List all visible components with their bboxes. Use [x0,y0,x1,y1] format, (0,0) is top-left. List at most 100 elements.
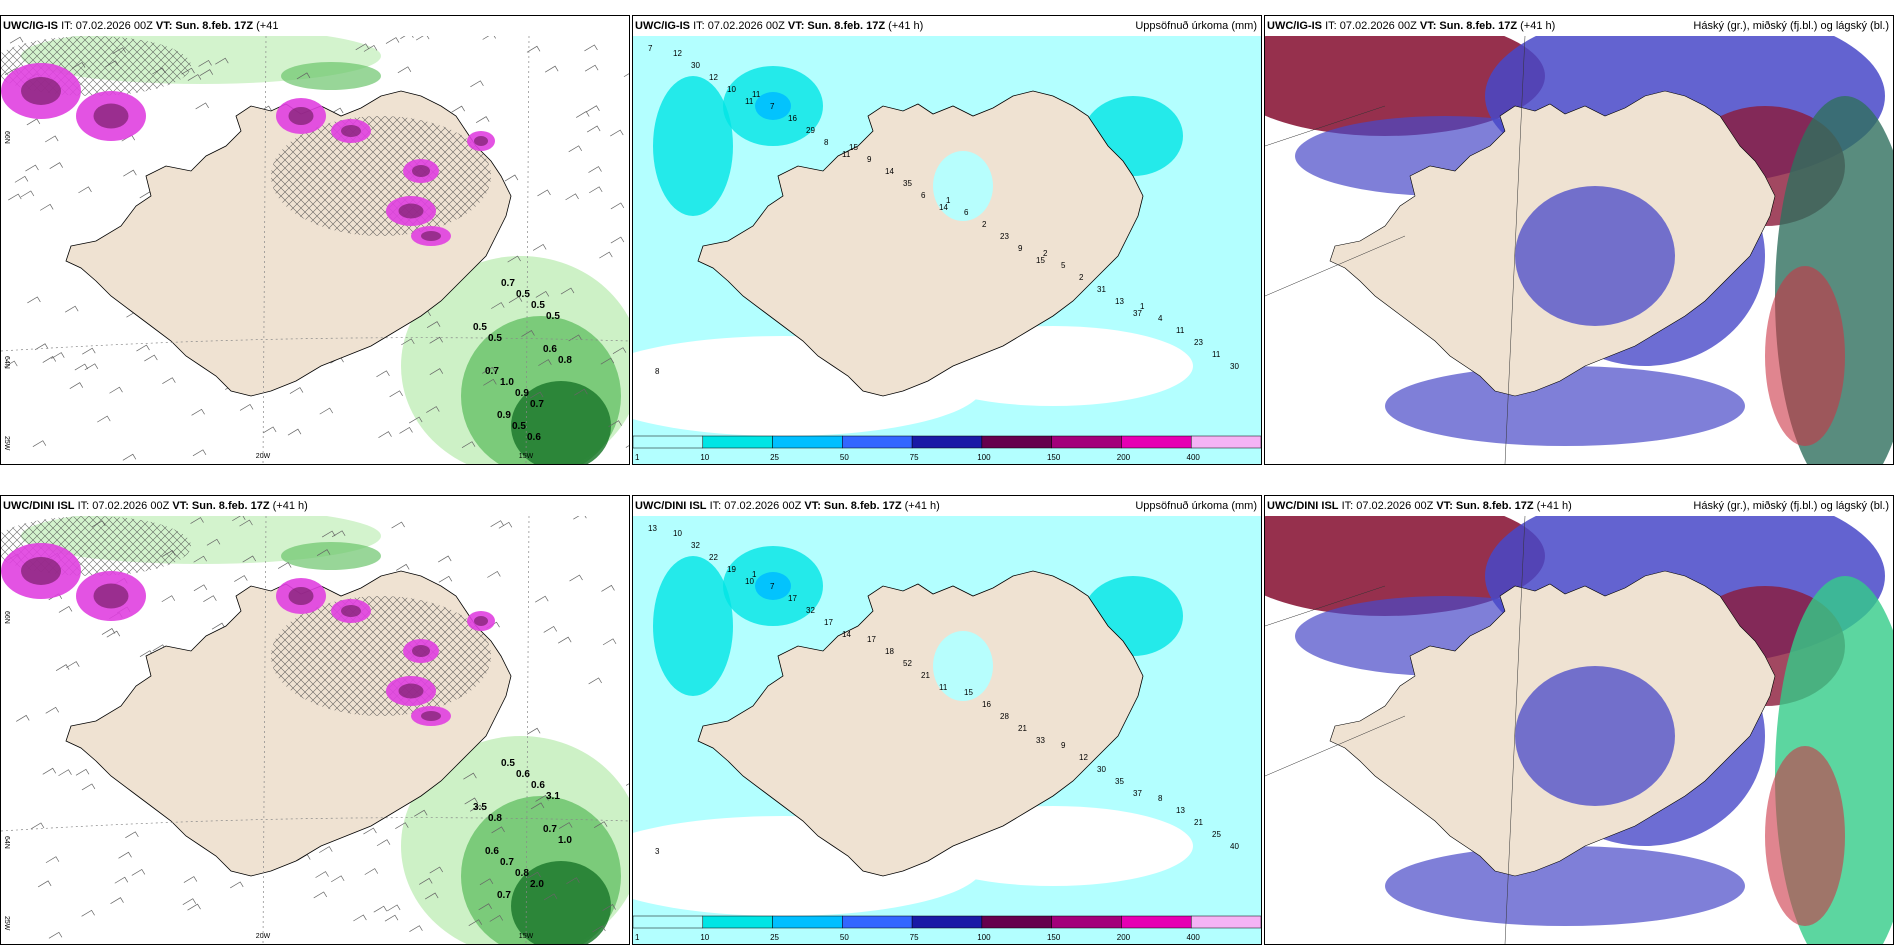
wind-barb [316,549,331,556]
accum-value: 32 [691,541,700,550]
wind-barb [109,386,123,394]
wind-barb [527,871,541,879]
wind-barb [20,190,35,198]
accum-value: 18 [885,647,894,656]
accum-map: 1310141133374019172121352522325228302132… [633,516,1261,944]
wind-barb [319,846,333,853]
colorbar-swatch [911,915,983,929]
field-blob [474,616,488,626]
precip-value: 0.5 [546,311,560,322]
accum-value: 16 [982,700,991,709]
precip-value: 0.6 [531,780,545,791]
longitude-line [262,516,530,944]
field-blob [1265,36,1545,136]
model-name: UWC/DINI ISL [1267,500,1339,512]
accum-value: 17 [788,594,797,603]
wind-barb [385,37,400,44]
wind-barb [82,347,96,355]
wind-barb [612,347,627,355]
precip-value: 0.5 [501,758,515,769]
accum-value: 10 [745,577,754,586]
wind-barb [397,66,412,74]
wind-barb [74,363,89,371]
wind-barb [479,878,494,886]
wind-barb [277,562,292,569]
colorbar-swatch [702,435,773,449]
accum-value: 9 [1018,244,1023,253]
colorbar-swatch [911,435,983,449]
wind-barb [206,538,221,546]
model-name: UWC/DINI ISL [635,500,707,512]
accum-value: 8 [824,138,829,147]
field-blob [1765,746,1845,926]
wind-barb [588,166,602,173]
wind-barb [378,431,392,438]
field-title: Háský (gr.), miðský (fj.bl.) og lágský (… [1693,20,1889,32]
accum-value: 2 [982,220,987,229]
wind-barb [610,236,625,244]
wind-barb [424,892,439,900]
wind-barb [39,203,54,211]
precip-map: 20W 15W66N64N25W0.50.60.63.13.50.80.71.00… [1,516,629,944]
wind-barb [384,914,399,922]
model-name: UWC/IG-IS [635,20,690,32]
precip-value: 2.0 [530,879,544,890]
wind-barb [16,714,30,722]
lead-time: (+41 [256,20,279,32]
wind-barb [483,378,497,386]
colorbar-tick: 10 [700,453,709,462]
wind-barb [438,555,452,563]
wind-barb [376,839,391,847]
precip-value: 3.5 [473,802,487,813]
wind-barb [192,449,207,457]
wind-barb [574,388,588,396]
accum-value: 52 [903,659,912,668]
wind-barb [26,118,41,126]
precip-value: 0.7 [501,278,515,289]
wind-barb [239,519,253,527]
colorbar-swatch [1121,435,1192,449]
accum-value: 6 [964,208,969,217]
colorbar: 1 10 25 50 75 100 150 200 400 [633,435,1261,462]
wind-barb [429,866,444,874]
wind-barb [161,595,176,603]
lat-label: 25W [3,916,10,931]
lon-label: 20W [256,933,271,940]
wind-barb [232,516,246,522]
valid-time: VT: Sun. 8.feb. 17Z [1419,20,1518,32]
wind-barb [131,869,146,876]
accum-value: 32 [806,606,815,615]
panel-header: UWC/IG-IS IT: 07.02.2026 00Z VT: Sun. 8.… [633,16,1261,36]
field-blob [21,77,61,105]
accum-value: 11 [745,97,754,106]
wind-barb [376,370,390,378]
accum-value: 3 [655,847,660,856]
wind-barb [489,915,504,922]
field-blob [412,165,430,177]
wind-barb [199,69,214,76]
wind-barb [543,625,558,633]
land-outline [697,570,1144,877]
wind-barb [569,574,583,582]
wind-barb [211,622,226,630]
colorbar-swatch [1121,915,1192,929]
field-blob [93,103,129,129]
land-outline [697,90,1144,397]
precip-value: 3.1 [546,791,560,802]
wind-barb [75,768,90,776]
wind-barb [490,520,504,527]
valid-time: VT: Sun. 8.feb. 17Z [787,20,886,32]
wind-barb [363,827,377,835]
field-blob [412,645,430,657]
wind-barb [475,116,490,123]
colorbar-swatch [981,435,1052,449]
accum-value: 30 [1230,362,1239,371]
accum-value: 12 [673,49,682,58]
accum-value: 35 [903,179,912,188]
colorbar-tick: 1 [635,453,640,462]
colorbar-tick: 25 [770,453,779,462]
wind-barb [429,368,444,375]
wind-barb [331,530,346,538]
precip-value: 0.5 [488,333,502,344]
precip-value: 0.6 [543,344,557,355]
